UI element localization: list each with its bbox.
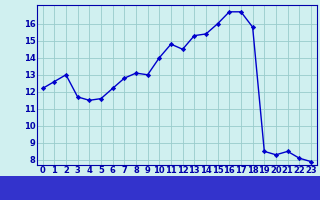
X-axis label: Graphe des températures (°c): Graphe des températures (°c) (94, 178, 259, 189)
